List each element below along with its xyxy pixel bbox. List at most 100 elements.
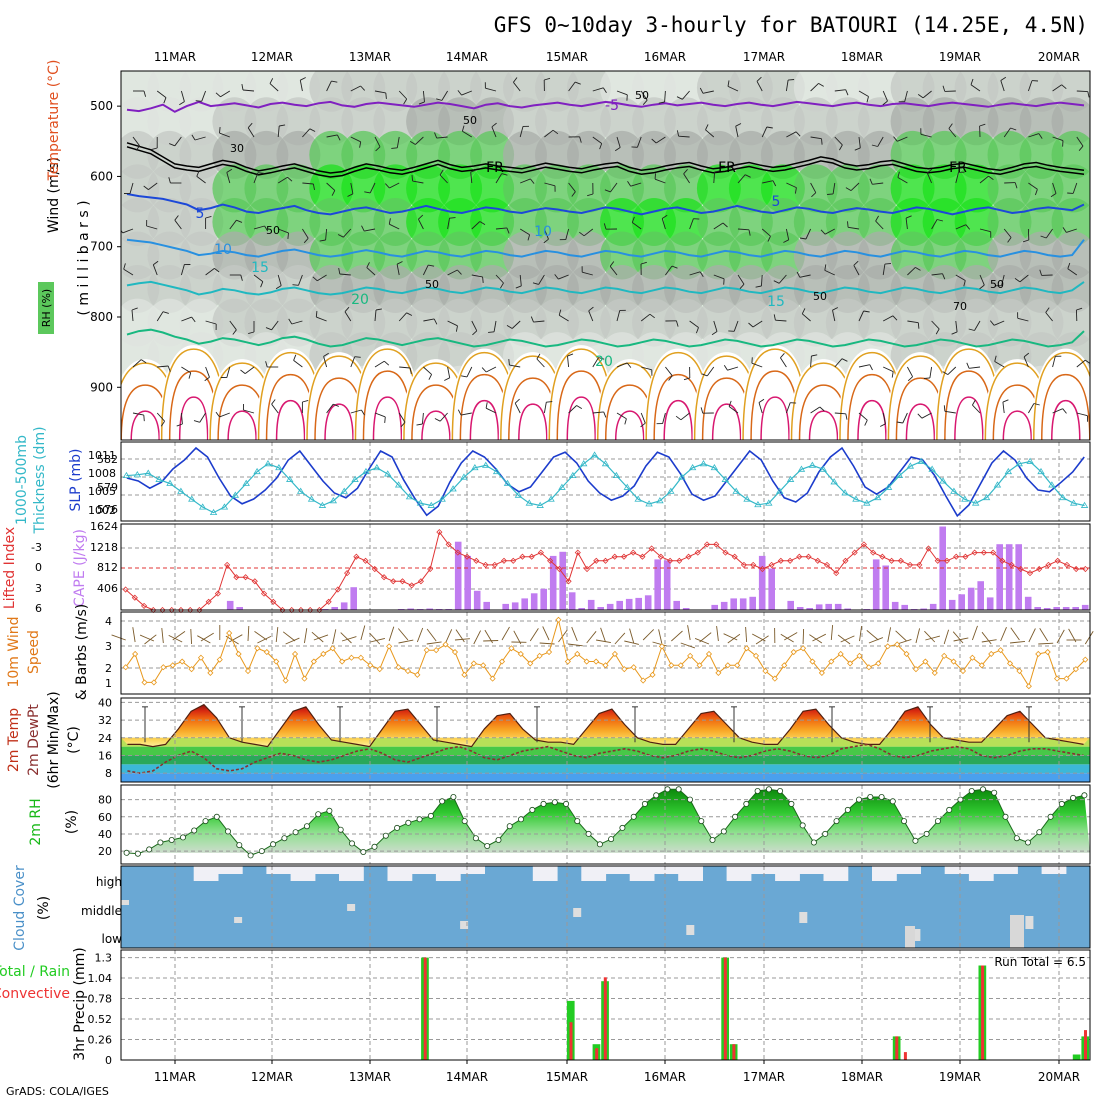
wind-barb-flag	[143, 90, 147, 97]
wind-barb-flag	[847, 221, 849, 228]
rh-cell	[309, 164, 354, 213]
wind-barb	[682, 90, 690, 100]
rh-cell	[857, 97, 902, 146]
wind-barb-10m	[868, 637, 884, 644]
wind-barb-flag	[1050, 193, 1057, 198]
wind-barb	[156, 412, 165, 422]
wind-barb-flag	[288, 318, 293, 325]
wind-barb	[974, 320, 981, 331]
wind-speed-point	[348, 654, 355, 661]
temp-tick-label: 8	[105, 767, 112, 780]
wind-barb-flag	[875, 215, 879, 222]
wind-barb-flag	[609, 261, 615, 267]
cloud-cover-panel: high middle low Cloud Cover (%)	[12, 865, 1091, 951]
rh-cell	[600, 198, 644, 246]
wind-barb-flag	[845, 187, 852, 191]
wind-barb-flag	[337, 234, 344, 238]
wind-speed-point	[489, 675, 496, 682]
wind-barb-flag	[642, 99, 648, 105]
wind-barb-10m	[694, 637, 710, 645]
wind-barb-flag	[455, 325, 458, 332]
wind-barb	[897, 136, 908, 142]
wind-speed-point	[668, 662, 675, 669]
wind-speed-point	[734, 662, 741, 669]
precip-panel-frame	[120, 949, 1091, 1061]
rh-point	[957, 796, 964, 803]
wind-speed-point	[1016, 667, 1023, 675]
wind-barb	[220, 90, 231, 98]
cape-bar	[350, 587, 357, 610]
wind-speed-point	[959, 667, 967, 675]
date-label-bottom: 19MAR	[939, 1070, 981, 1084]
wind-tick-label: 3	[105, 640, 112, 653]
wind-barb-flag	[695, 327, 699, 334]
wind-barb-flag	[658, 101, 665, 104]
wind-barb	[293, 360, 303, 368]
rh-cell	[857, 298, 902, 347]
wind-barb-flag	[375, 146, 381, 152]
cape-bar	[426, 608, 433, 610]
cloud-layer-label: high	[96, 875, 122, 889]
thickness-point	[198, 503, 207, 510]
wind-barb-flag	[979, 284, 985, 290]
wind-barb	[374, 360, 385, 368]
isotherm-line	[126, 193, 1085, 216]
wind-speed-point	[752, 652, 760, 659]
wind-barb-flag	[275, 285, 282, 290]
wind-barb-flag	[1014, 278, 1021, 283]
date-label-top: 20MAR	[1038, 50, 1080, 64]
rh-point	[889, 798, 896, 805]
wind-speed-point	[357, 654, 364, 661]
chart-title: GFS 0~10day 3-hourly for BATOURI (14.25E…	[494, 13, 1088, 37]
wind-speed-point	[762, 667, 769, 675]
lifted-index-point	[528, 553, 535, 560]
wind-barb	[1076, 412, 1088, 417]
cape-bar	[996, 544, 1003, 610]
wind-barb	[513, 82, 521, 92]
wind-barb	[882, 90, 888, 102]
rh-cell	[600, 164, 644, 213]
rh-point	[416, 816, 423, 823]
wind-speed-point	[244, 667, 252, 675]
wind-barb-flag	[799, 237, 807, 240]
temp-legend-label: Temperature (°C)	[46, 60, 62, 182]
lifted-index-point	[445, 541, 452, 548]
rh-point	[968, 788, 975, 795]
lifted-index-point	[639, 553, 646, 560]
wind-barb-10m	[952, 631, 964, 644]
rh-cell	[147, 298, 192, 347]
wind-barb-flag	[853, 260, 859, 266]
thickness-tick-label: 579	[97, 481, 118, 494]
wind-speed-point	[395, 664, 402, 671]
wind-speed-point	[263, 648, 270, 656]
cape-bar	[958, 594, 965, 610]
wind-barb-flag	[530, 316, 534, 323]
lifted-index-point	[510, 557, 517, 564]
rh-point	[867, 794, 874, 801]
wind-barb	[253, 274, 264, 282]
wind-barb	[157, 365, 169, 368]
wind-barb-flag	[361, 225, 365, 232]
wind-speed-point	[404, 667, 412, 675]
wind-barb-flag	[795, 131, 801, 137]
cape-bar	[901, 604, 908, 610]
wind-speed-point	[461, 671, 468, 678]
temperature-contour-label: FR	[718, 160, 736, 176]
wind-barb-flag	[675, 415, 682, 421]
wind-barb-flag	[748, 322, 754, 328]
rh-cell	[276, 231, 321, 280]
wind-barb	[131, 309, 134, 322]
wind-barb	[713, 320, 718, 332]
wind-barb	[582, 271, 593, 276]
thickness-point	[286, 475, 294, 482]
lifted-index-point	[934, 557, 941, 564]
wind-barb	[180, 412, 183, 425]
wind-speed-point	[950, 658, 957, 665]
wind-barb-flag	[434, 132, 438, 139]
wind-barb	[785, 402, 791, 414]
temp35-contour	[954, 396, 984, 440]
wind-barb-flag	[882, 100, 888, 106]
wind-barb	[226, 366, 231, 378]
cape-axis-label: CAPE (J/kg)	[72, 529, 88, 607]
rh-panel-frame	[120, 784, 1091, 865]
